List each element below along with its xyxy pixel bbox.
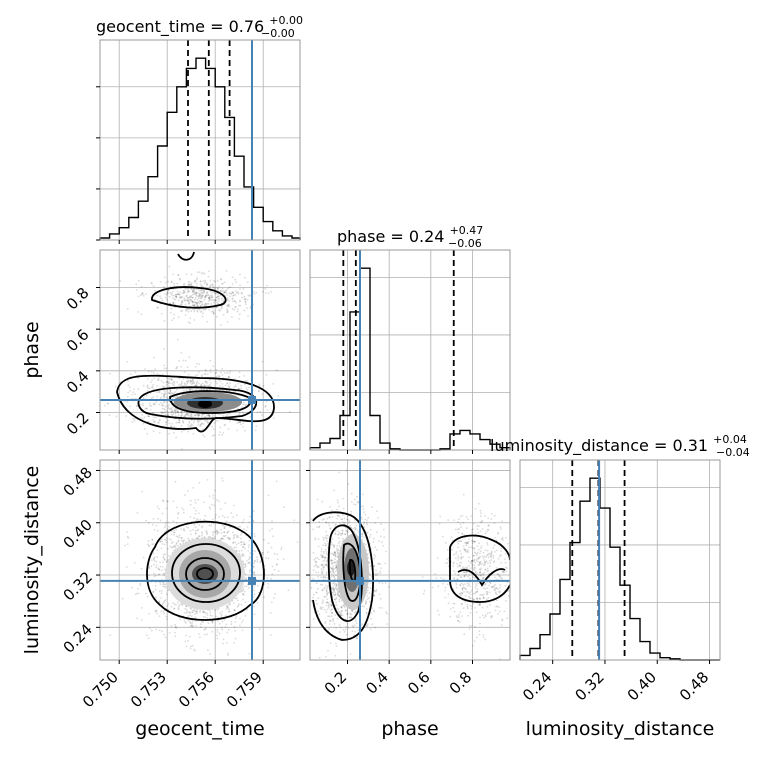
y-tick-label: 0.40	[60, 516, 96, 552]
axes-frame	[99, 39, 301, 241]
x-tick-label: 0.756	[175, 668, 218, 711]
y-tick-label: 0.4	[63, 367, 93, 397]
y-tick-label: 0.48	[60, 463, 96, 499]
contour-line	[312, 511, 374, 641]
title-phase: phase = 0.24 +0.47	[337, 224, 483, 246]
x-tick-label: 0.2	[321, 668, 351, 698]
contour-line	[342, 542, 362, 602]
truth-marker	[248, 396, 256, 404]
contour-line	[151, 286, 227, 309]
truth-marker	[248, 576, 256, 585]
y-tick-label: 0.2	[63, 409, 93, 439]
contour-line	[327, 524, 363, 622]
axes-frame	[99, 249, 301, 451]
density-fill	[174, 392, 242, 412]
contour-line	[449, 534, 510, 561]
x-tick-label: 0.8	[446, 668, 476, 698]
histogram-phase	[309, 267, 511, 451]
x-tick-label: 0.40	[624, 668, 660, 704]
title-geocent-time-minus: −0.00	[261, 27, 295, 40]
title-phase-minus: −0.06	[448, 237, 482, 250]
x-tick-label: 0.6	[404, 668, 434, 698]
xlabel-luminosity-distance: luminosity_distance	[526, 718, 715, 740]
axes-frame	[99, 459, 301, 661]
y-tick-label: 0.8	[63, 284, 93, 314]
x-tick-label: 0.753	[127, 668, 170, 711]
x-tick-label: 0.24	[519, 668, 555, 704]
contour-line	[137, 386, 258, 420]
x-tick-label: 0.759	[223, 668, 266, 711]
y-tick-label: 0.24	[60, 620, 96, 656]
ylabel-phase: phase	[21, 321, 43, 378]
sample-cloud	[310, 469, 510, 660]
x-tick-label: 0.750	[79, 668, 122, 711]
x-tick-label: 0.4	[362, 668, 392, 698]
title-geocent-time: geocent_time = 0.76 +0.00	[96, 14, 303, 37]
ylabel-luminosity-distance: luminosity_distance	[21, 466, 43, 655]
contour-line	[185, 557, 225, 591]
contour-line	[146, 520, 265, 621]
histogram-geocent_time	[99, 57, 301, 240]
sample-cloud	[104, 265, 291, 450]
axes-frame	[309, 459, 511, 661]
y-tick-label: 0.32	[60, 568, 96, 604]
contour-line	[457, 568, 506, 587]
x-tick-label: 0.48	[676, 668, 712, 704]
axes-frame	[309, 249, 511, 451]
title-luminosity-distance: luminosity_distance = 0.31 +0.04	[490, 433, 747, 456]
truth-marker	[356, 576, 364, 585]
histogram-luminosity_distance	[519, 477, 720, 661]
contour-line	[449, 547, 510, 603]
contour-line	[169, 390, 252, 414]
y-tick-label: 0.6	[63, 326, 93, 356]
density-fill	[165, 538, 245, 610]
axes-frame	[519, 459, 721, 661]
x-tick-label: 0.32	[571, 668, 607, 704]
title-luminosity-distance-minus: −0.04	[716, 446, 750, 459]
xlabel-geocent-time: geocent_time	[135, 718, 264, 740]
contour-line	[177, 251, 195, 261]
contour-line	[116, 374, 275, 433]
xlabel-phase: phase	[381, 718, 438, 740]
contour-line	[171, 543, 241, 603]
